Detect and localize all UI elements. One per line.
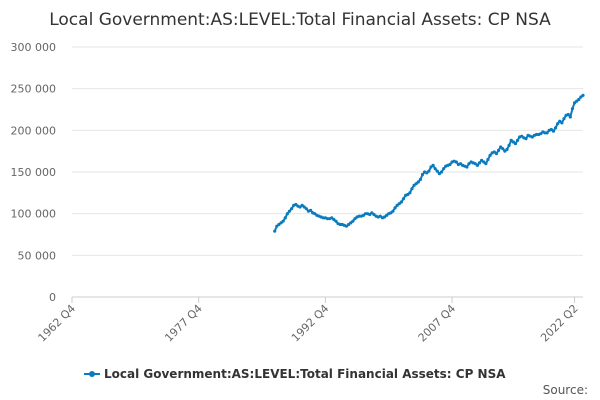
data-point[interactable] [488,153,492,157]
chart-title: Local Government:AS:LEVEL:Total Financia… [49,10,551,30]
data-point[interactable] [334,219,338,223]
data-point[interactable] [560,121,564,125]
data-point[interactable] [410,187,414,191]
x-tick-label: 2007 Q4 [416,302,459,345]
data-point[interactable] [551,129,556,133]
data-point[interactable] [581,93,585,97]
data-point[interactable] [408,191,412,195]
data-point[interactable] [309,208,313,212]
source-label: Source: [543,383,588,397]
data-point[interactable] [439,170,444,174]
y-tick-label: 200 000 [11,124,57,137]
data-point[interactable] [556,122,560,126]
series-layer [273,93,585,233]
legend-dot-marker [89,371,95,377]
data-point[interactable] [418,177,423,182]
data-point[interactable] [416,180,420,184]
data-point[interactable] [391,209,395,213]
data-point[interactable] [486,157,490,162]
data-point[interactable] [304,207,308,211]
data-point[interactable] [465,165,469,169]
data-point[interactable] [494,152,499,156]
data-point[interactable] [285,212,289,216]
data-point[interactable] [562,117,566,121]
legend[interactable]: Local Government:AS:LEVEL:Total Financia… [84,367,506,381]
y-tick-label: 0 [49,291,56,304]
data-point[interactable] [515,138,520,142]
series-line [273,94,584,232]
y-tick-label: 50 000 [18,249,57,262]
data-point[interactable] [496,148,501,152]
data-point[interactable] [435,169,439,173]
data-point[interactable] [399,200,403,204]
data-point[interactable] [507,143,511,147]
data-point[interactable] [475,163,480,167]
data-point[interactable] [524,137,528,141]
x-tick-label: 2022 Q2 [538,302,581,345]
data-point[interactable] [454,160,458,164]
data-point[interactable] [553,126,558,130]
data-point[interactable] [273,229,277,233]
data-point[interactable] [283,216,287,220]
data-point[interactable] [427,169,431,173]
data-point[interactable] [477,161,482,165]
y-tick-label: 100 000 [11,208,57,221]
y-tick-label: 250 000 [11,83,57,96]
axes: 0 50 000 100 000 150 000 200 000 250 000 300 0… [11,41,583,345]
data-point[interactable] [433,167,437,171]
data-point[interactable] [501,147,505,151]
data-point[interactable] [566,112,570,117]
data-point[interactable] [570,107,575,111]
data-point[interactable] [484,162,488,166]
data-point[interactable] [393,206,397,210]
data-point[interactable] [545,131,549,135]
data-point[interactable] [431,163,435,167]
x-tick-label: 1962 Q4 [36,302,79,345]
x-tick-label: 1977 Q4 [162,302,205,345]
data-point[interactable] [577,97,581,102]
y-tick-label: 300 000 [11,41,57,54]
grid-lines [72,46,583,256]
data-point[interactable] [442,167,446,171]
x-tick-label: 1992 Q4 [289,302,332,345]
data-point[interactable] [505,147,509,152]
legend-label: Local Government:AS:LEVEL:Total Financia… [104,367,506,381]
data-point[interactable] [448,162,452,167]
data-point[interactable] [287,209,292,213]
data-point[interactable] [290,207,294,211]
data-point[interactable] [401,197,406,201]
data-point[interactable] [420,172,425,177]
y-tick-label: 150 000 [11,166,57,179]
data-point[interactable] [513,142,518,146]
data-point[interactable] [351,219,355,223]
data-point[interactable] [281,219,285,223]
data-point[interactable] [568,115,572,119]
